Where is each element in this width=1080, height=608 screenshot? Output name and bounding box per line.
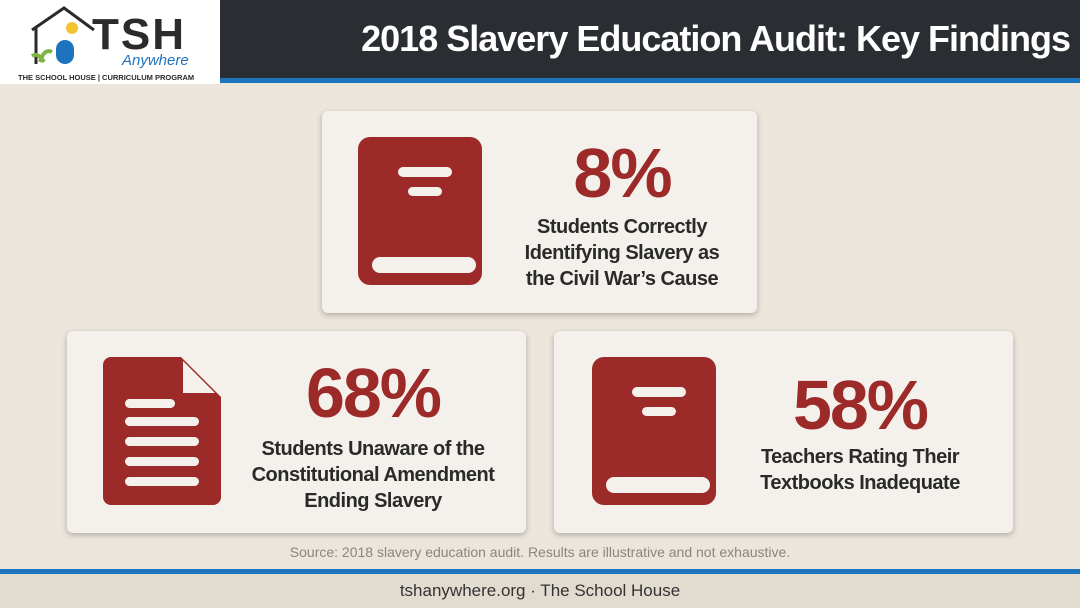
footer-text: tshanywhere.org · The School House (399, 581, 681, 600)
book-icon (358, 137, 482, 285)
source-note: Source: 2018 slavery education audit. Re… (289, 544, 791, 560)
title: 2018 Slavery Education Audit: Key Findin… (361, 18, 1071, 59)
logo-script: Anywhere (122, 52, 189, 69)
stat-value: 58% (792, 366, 929, 444)
stat-value: 68% (305, 354, 442, 432)
document-icon (103, 357, 221, 505)
stat-label: Teachers Rating Their Textbooks Inadequa… (760, 446, 960, 494)
title-bar (220, 0, 1080, 83)
logo-icon (30, 6, 95, 64)
footer-bar (0, 569, 1080, 608)
logo-box: TSH Anywhere THE SCHOOL HOUSE | CURRICUL… (0, 0, 220, 84)
stat-label: Students Unaware of the Constitutional A… (251, 438, 495, 512)
stat-label: Students Correctly Identifying Slavery a… (524, 216, 720, 290)
book-icon (592, 357, 716, 505)
logo-tagline: THE SCHOOL HOUSE | CURRICULUM PROGRAM (18, 73, 195, 82)
logo-mark: TSH (92, 10, 186, 59)
stat-value: 8% (573, 134, 672, 212)
